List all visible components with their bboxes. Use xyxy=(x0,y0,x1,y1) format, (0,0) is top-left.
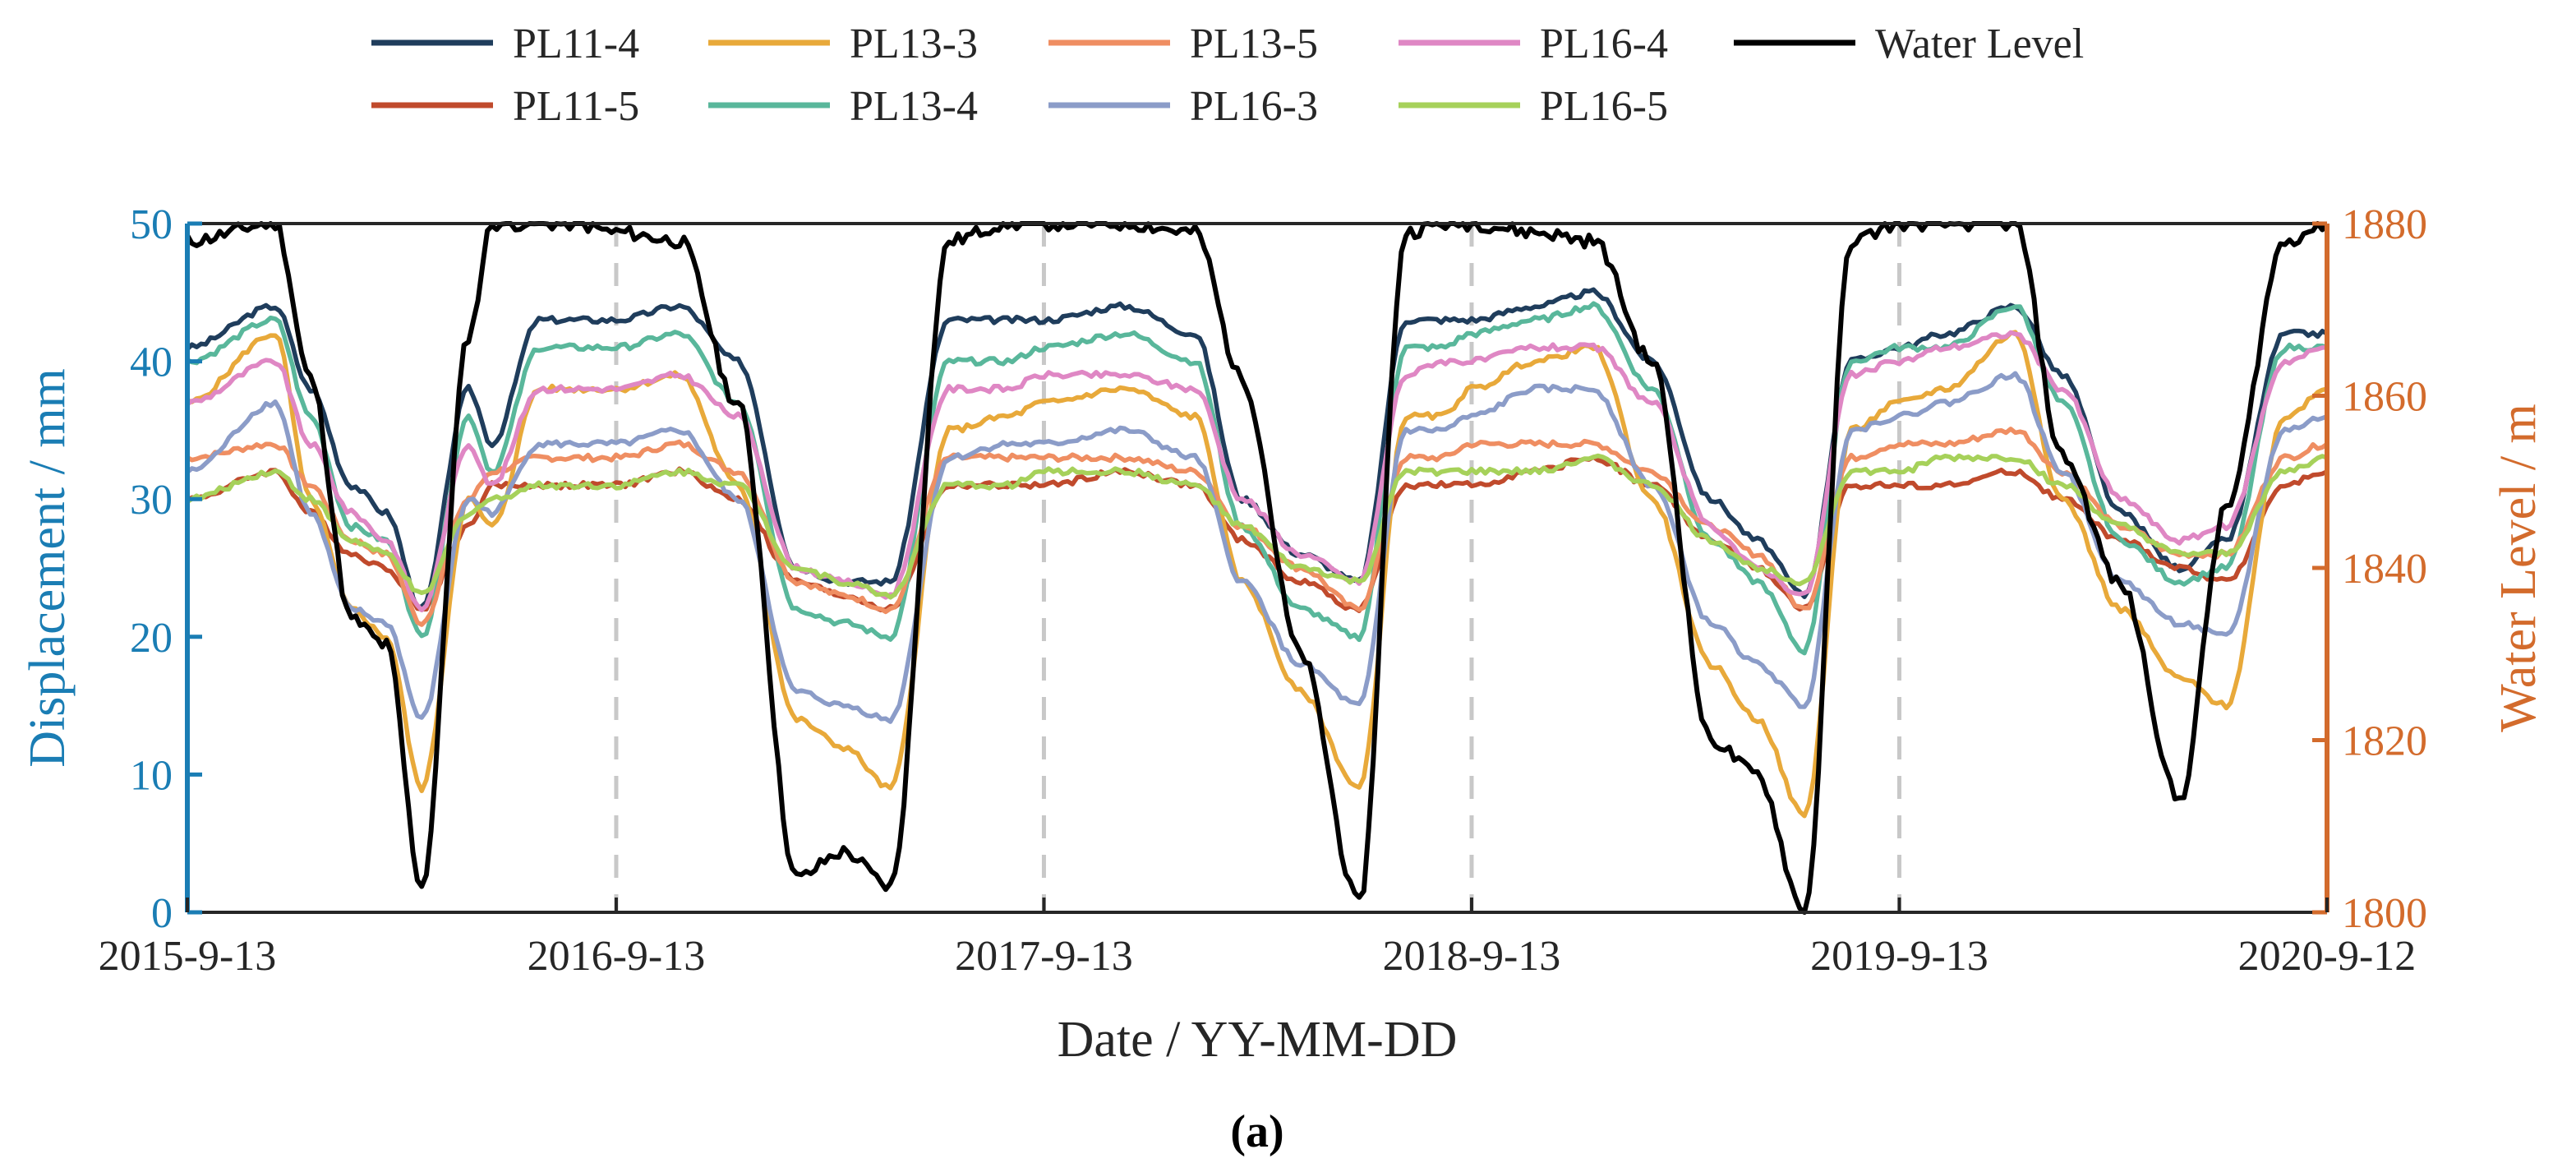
legend-label: PL16-5 xyxy=(1540,83,1668,130)
x-axis-title: Date / YY-MM-DD xyxy=(1058,1012,1458,1068)
y-left-tick-label: 20 xyxy=(130,615,173,662)
series-line-pl16-3 xyxy=(186,371,2328,724)
x-tick-label: 2018-9-13 xyxy=(1383,933,1561,980)
plot-area xyxy=(187,224,2327,912)
y-right-tick-label: 1840 xyxy=(2342,546,2427,593)
legend-label: Water Level xyxy=(1875,21,2084,67)
y-right-tick-label: 1800 xyxy=(2342,890,2427,937)
y-left-tick-label: 10 xyxy=(130,752,173,799)
y-left-axis-title: Displacement / mm xyxy=(20,368,76,768)
y-left-tick-label: 50 xyxy=(130,201,173,248)
x-tick-label: 2016-9-13 xyxy=(528,933,706,980)
y-right-tick-label: 1880 xyxy=(2342,201,2427,248)
series-line-pl13-4 xyxy=(186,301,2328,656)
legend-label: PL11-4 xyxy=(513,21,639,67)
y-left-tick-label: 40 xyxy=(130,339,173,386)
legend-label: PL13-3 xyxy=(850,21,978,67)
legend-label: PL13-5 xyxy=(1190,21,1318,67)
y-left-tick-label: 0 xyxy=(151,890,173,937)
x-tick-label: 2019-9-13 xyxy=(1810,933,1988,980)
y-left-tick-label: 30 xyxy=(130,477,173,524)
legend-label: PL16-4 xyxy=(1540,21,1668,67)
y-right-tick-label: 1820 xyxy=(2342,718,2427,765)
legend-label: PL13-4 xyxy=(850,83,978,130)
series-line-pl16-4 xyxy=(186,330,2328,613)
x-tick-label: 2017-9-13 xyxy=(955,933,1133,980)
y-right-tick-label: 1860 xyxy=(2342,374,2427,421)
legend-label: PL16-3 xyxy=(1190,83,1318,130)
y-right-axis-title: Water Level / m xyxy=(2491,404,2546,732)
series-line-pl16-5 xyxy=(186,453,2328,600)
panel-label: (a) xyxy=(1230,1106,1283,1157)
x-tick-label: 2015-9-13 xyxy=(99,933,277,980)
x-tick-label: 2020-9-12 xyxy=(2238,933,2417,980)
legend-label: PL11-5 xyxy=(513,83,639,130)
